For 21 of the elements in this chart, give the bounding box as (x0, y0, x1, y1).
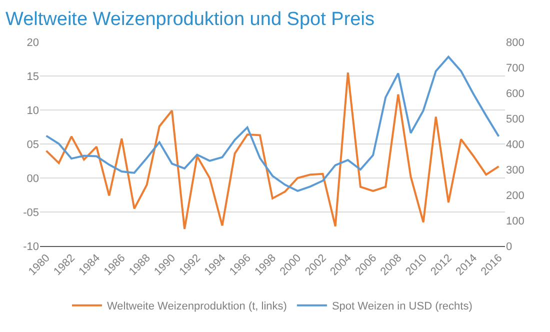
y2-tick-label: 100 (506, 215, 524, 228)
y2-tick-label: 0 (506, 240, 512, 253)
y-tick-label: 05 (26, 138, 39, 151)
y-tick-label: 20 (26, 36, 39, 49)
y-tick-label: 00 (26, 172, 39, 185)
y-tick-label: 10 (26, 104, 39, 117)
legend-label: Spot Weizen in USD (rechts) (332, 300, 472, 313)
y2-tick-label: 500 (506, 113, 524, 126)
line-series (45, 56, 500, 192)
y2-tick-label: 400 (506, 138, 524, 151)
y-tick-label: -10 (23, 240, 39, 253)
chart-title: Weltweite Weizenproduktion und Spot Preis (6, 8, 374, 30)
y2-tick-label: 300 (506, 164, 524, 176)
legend-label: Weltweite Weizenproduktion (t, links) (107, 300, 287, 313)
y2-tick-label: 600 (506, 88, 524, 100)
y2-tick-label: 200 (506, 190, 524, 202)
y-tick-label: -05 (23, 206, 39, 219)
y2-tick-label: 700 (506, 62, 524, 74)
y-tick-label: 15 (26, 70, 39, 83)
y2-tick-label: 800 (506, 36, 524, 49)
line-series (45, 72, 500, 230)
